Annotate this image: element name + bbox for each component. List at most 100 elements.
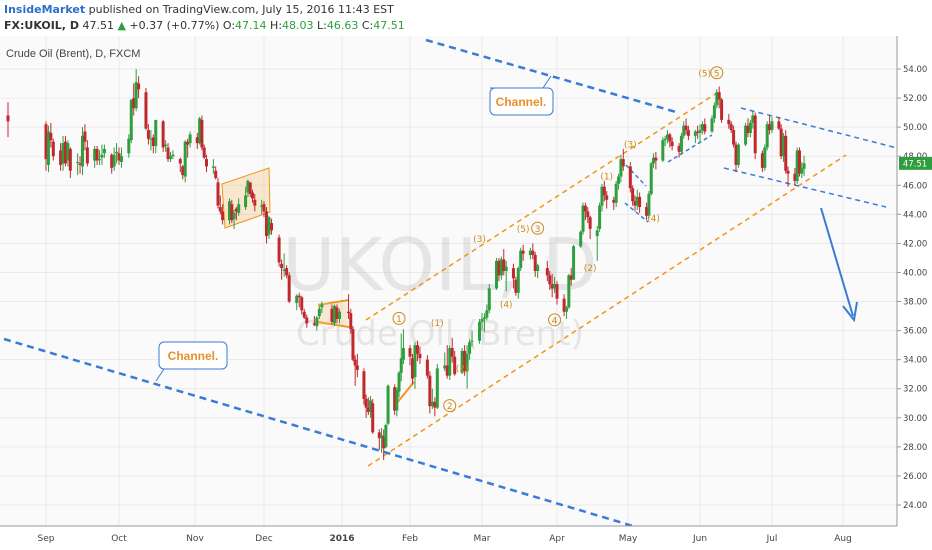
candle-body (562, 298, 566, 312)
candle-body (521, 250, 525, 254)
candle-body (430, 401, 434, 407)
y-tick-label: 26.00 (903, 472, 927, 482)
candle (379, 427, 383, 453)
candle-body (729, 124, 733, 131)
candle-body (768, 124, 772, 131)
wave-label-text: (3) (473, 235, 486, 245)
candle-body (282, 269, 286, 272)
candle (781, 132, 785, 163)
candle (320, 301, 324, 314)
candle (228, 198, 231, 225)
candle (230, 199, 234, 224)
candle (63, 135, 67, 167)
candle-body (468, 342, 472, 354)
candle-body (297, 295, 301, 298)
candle-body (661, 140, 665, 161)
candle-body (802, 163, 806, 169)
candle-body (81, 135, 84, 167)
candle-body (720, 99, 724, 120)
symbol-label[interactable]: FX:UKOIL, D (4, 19, 79, 32)
x-tick-label: Sep (38, 534, 55, 544)
candle-body (393, 387, 397, 411)
x-tick-label: Oct (111, 534, 127, 544)
candle (61, 135, 65, 171)
channel-callout-top-text: Channel. (496, 95, 547, 109)
candle-body (645, 207, 649, 216)
candle-body (583, 205, 587, 212)
candle (562, 294, 566, 317)
candle-body (362, 371, 366, 399)
candle (154, 119, 158, 154)
wave5-channel[interactable] (667, 134, 713, 163)
candle-body (415, 345, 419, 354)
candle (202, 144, 206, 160)
candle-body (715, 92, 719, 106)
candle-body (763, 147, 767, 168)
candle-body (533, 255, 537, 272)
candle-body (693, 131, 697, 136)
candle (485, 304, 489, 321)
candle-body (499, 259, 503, 276)
candle (211, 159, 215, 174)
wave-label-circle (443, 399, 457, 413)
candle (770, 116, 774, 133)
candle-body (315, 317, 319, 327)
candle (265, 207, 269, 244)
candle-body (786, 170, 790, 174)
candle (717, 86, 721, 109)
down-channel-lower[interactable] (3, 337, 634, 528)
pennant-lower[interactable] (317, 321, 350, 328)
wave4-channel-upper[interactable] (625, 164, 647, 187)
candle-body (214, 170, 218, 178)
price-axis[interactable] (897, 36, 932, 550)
candle-body (366, 407, 370, 412)
y-tick-label: 34.00 (903, 356, 927, 366)
candle (499, 256, 503, 280)
chart-header: InsideMarket published on TradingView.co… (0, 0, 932, 36)
candles[interactable] (6, 69, 806, 460)
candle-body (588, 217, 592, 229)
forecast-arrow-shaft[interactable] (820, 207, 854, 317)
wave-label-text: (5) (517, 225, 530, 235)
candle-body (305, 317, 309, 324)
candle-body (605, 195, 609, 200)
wave4-channel-lower[interactable] (624, 202, 649, 223)
down-channel-upper[interactable] (425, 38, 677, 114)
pennant-upper[interactable] (317, 299, 350, 306)
candle (628, 162, 632, 193)
candle (151, 134, 155, 154)
time-axis[interactable] (0, 526, 897, 550)
candle-body (186, 141, 190, 145)
up-channel-upper[interactable] (365, 90, 721, 321)
candle (218, 195, 222, 215)
candle-body (445, 365, 449, 376)
candle (430, 388, 434, 410)
wave-label-text: (2) (456, 364, 469, 374)
candle-body (161, 121, 165, 148)
wave-label: (5) (698, 69, 711, 79)
wave-label-circle (531, 221, 545, 235)
candlestick-chart[interactable]: Crude Oil (Brent), D, FXCM UKOIL, D Crud… (0, 36, 932, 550)
candle (468, 339, 472, 360)
candle-body (377, 432, 381, 439)
candle-body (519, 250, 523, 269)
publisher-name[interactable]: InsideMarket (4, 3, 86, 16)
publisher-line: InsideMarket published on TradingView.co… (4, 3, 394, 16)
plot-area[interactable] (0, 36, 897, 526)
channel-callout-bottom[interactable]: Channel. (155, 341, 228, 382)
recent-channel-lower[interactable] (723, 167, 887, 208)
candle (349, 308, 353, 334)
candle-body (332, 305, 336, 324)
small-trend-segment[interactable] (395, 381, 415, 405)
wave-label: 4 (548, 313, 562, 327)
candle (397, 371, 401, 398)
candle-body (487, 288, 491, 311)
candle-body (649, 163, 653, 194)
candle-body (85, 147, 89, 164)
candle-body (602, 186, 606, 196)
candle (703, 118, 707, 135)
candle (302, 308, 306, 319)
candle (700, 121, 704, 135)
channel-callout-top[interactable]: Channel. (489, 75, 554, 116)
candle (369, 396, 373, 418)
